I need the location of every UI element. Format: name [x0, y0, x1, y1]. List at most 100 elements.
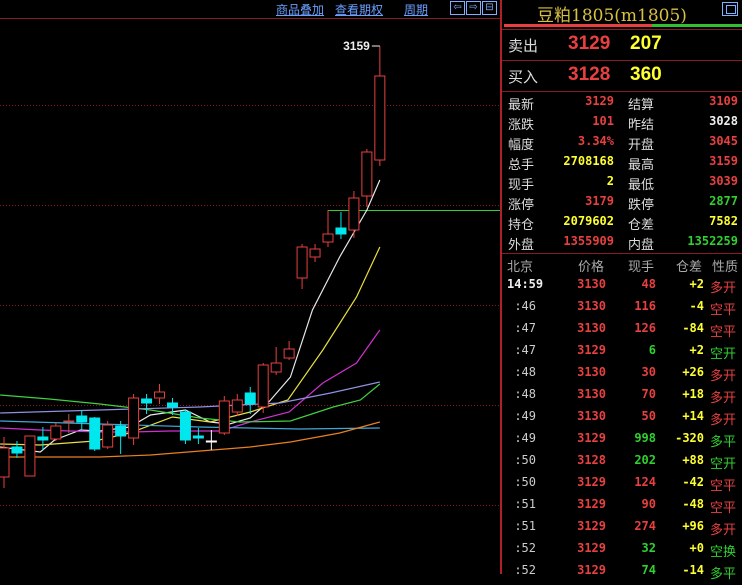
quote-value: 2708168	[563, 154, 614, 168]
candle-body	[374, 75, 386, 161]
ask-volume: 207	[630, 33, 662, 54]
options-link[interactable]: 查看期权	[335, 3, 384, 17]
sell-ratio-fill	[651, 24, 742, 27]
quote-value: 3159	[709, 154, 738, 168]
tick-volume: 30	[641, 365, 656, 379]
tick-row: :48 3130 30 +26 多开	[502, 365, 742, 387]
quote-row: 涨跌 101 昨结 3028	[502, 114, 742, 134]
tick-volume: 50	[641, 409, 656, 423]
tick-time: :51	[514, 519, 536, 533]
quote-label: 总手	[508, 158, 535, 173]
scroll-left-button[interactable]: ⇦	[450, 1, 465, 15]
candle	[218, 396, 230, 435]
col-time: 北京	[507, 260, 534, 275]
candle-body	[154, 391, 166, 399]
tick-row: :47 3129 6 +2 空开	[502, 343, 742, 365]
candle	[322, 210, 334, 247]
candle	[296, 244, 308, 289]
candle-body	[348, 197, 360, 231]
candle-body	[309, 248, 321, 258]
tick-oi-change: -84	[682, 321, 704, 335]
tick-row: :51 3129 274 +96 多开	[502, 519, 742, 541]
quote-label: 开盘	[628, 138, 655, 153]
tick-price: 3130	[577, 387, 606, 401]
quote-value: 3129	[585, 94, 614, 108]
tick-nature: 多平	[710, 567, 737, 582]
high-price-label: 3159	[343, 39, 370, 53]
tick-row: :47 3130 126 -84 空平	[502, 321, 742, 343]
tick-volume: 70	[641, 387, 656, 401]
tick-price: 3129	[577, 497, 606, 511]
quote-row: 持仓 2079602 仓差 7582	[502, 214, 742, 234]
candle	[257, 363, 269, 413]
tick-oi-change: -42	[682, 475, 704, 489]
candle	[348, 191, 360, 238]
quote-row: 涨停 3179 跌停 2877	[502, 194, 742, 214]
quote-value: 3109	[709, 94, 738, 108]
col-oi-change: 仓差	[676, 260, 703, 275]
tick-time: :52	[514, 541, 536, 555]
maximize-icon[interactable]	[722, 2, 738, 16]
quote-value: 2877	[709, 194, 738, 208]
tick-oi-change: +0	[689, 541, 704, 555]
buy-sell-ratio-bar	[504, 24, 742, 27]
candle	[128, 394, 140, 445]
zoom-button[interactable]: ⊟	[482, 1, 497, 15]
quote-label: 涨停	[508, 198, 535, 213]
quote-value: 3045	[709, 134, 738, 148]
candle	[11, 441, 23, 458]
quote-label: 结算	[628, 98, 655, 113]
tick-oi-change: -320	[675, 431, 704, 445]
tick-time: :50	[514, 453, 536, 467]
ask-label: 卖出	[508, 37, 539, 55]
tick-time: :47	[514, 321, 536, 335]
candle-body	[63, 420, 75, 423]
tick-oi-change: +2	[689, 277, 704, 291]
candle	[141, 394, 153, 414]
tick-row: :52 3129 74 -14 多平	[502, 563, 742, 585]
tick-row: :49 3129 998 -320 多平	[502, 431, 742, 453]
candlestick-chart[interactable]: 3159	[0, 0, 500, 574]
ask-row: 卖出 3129 207	[508, 33, 738, 57]
candle-body	[296, 246, 308, 279]
quote-value: 1355909	[563, 234, 614, 248]
candle-body	[37, 436, 49, 441]
tick-price: 3129	[577, 431, 606, 445]
tick-volume: 274	[634, 519, 656, 533]
candle-body	[141, 398, 153, 404]
quote-row: 幅度 3.34% 开盘 3045	[502, 134, 742, 154]
candle-body	[11, 446, 23, 454]
candle-body	[166, 402, 178, 408]
quote-label: 内盘	[628, 238, 655, 253]
bid-price: 3128	[568, 64, 611, 85]
candle	[154, 384, 166, 404]
tick-time: :46	[514, 299, 536, 313]
candle-body	[361, 151, 373, 197]
scroll-right-button[interactable]: ⇨	[466, 1, 481, 15]
candle	[192, 428, 204, 444]
candle	[374, 46, 386, 166]
tick-time: 14:59	[507, 277, 544, 291]
buy-ratio-fill	[504, 24, 652, 27]
candle-body	[0, 447, 10, 478]
quote-label: 最低	[628, 178, 655, 193]
overlay-link[interactable]: 商品叠加	[276, 3, 325, 17]
tick-volume: 74	[641, 563, 656, 577]
tick-volume: 48	[641, 277, 656, 291]
tick-oi-change: -4	[689, 299, 704, 313]
quote-value: 3179	[585, 194, 614, 208]
tick-nature: 空平	[710, 479, 737, 494]
moving-average-line	[0, 421, 380, 458]
tick-price: 3129	[577, 343, 606, 357]
candle	[0, 437, 10, 488]
candle	[63, 414, 75, 433]
tick-nature: 空开	[710, 457, 737, 472]
tick-price: 3129	[577, 541, 606, 555]
quote-panel: 豆粕1805(m1805) 卖出 3129 207 买入 3128 360 最新…	[500, 0, 742, 582]
quote-label: 跌停	[628, 198, 655, 213]
period-link[interactable]: 周期	[404, 3, 429, 17]
candle-body	[115, 425, 127, 437]
quote-value: 3039	[709, 174, 738, 188]
quote-label: 现手	[508, 178, 535, 193]
tick-price: 3130	[577, 409, 606, 423]
